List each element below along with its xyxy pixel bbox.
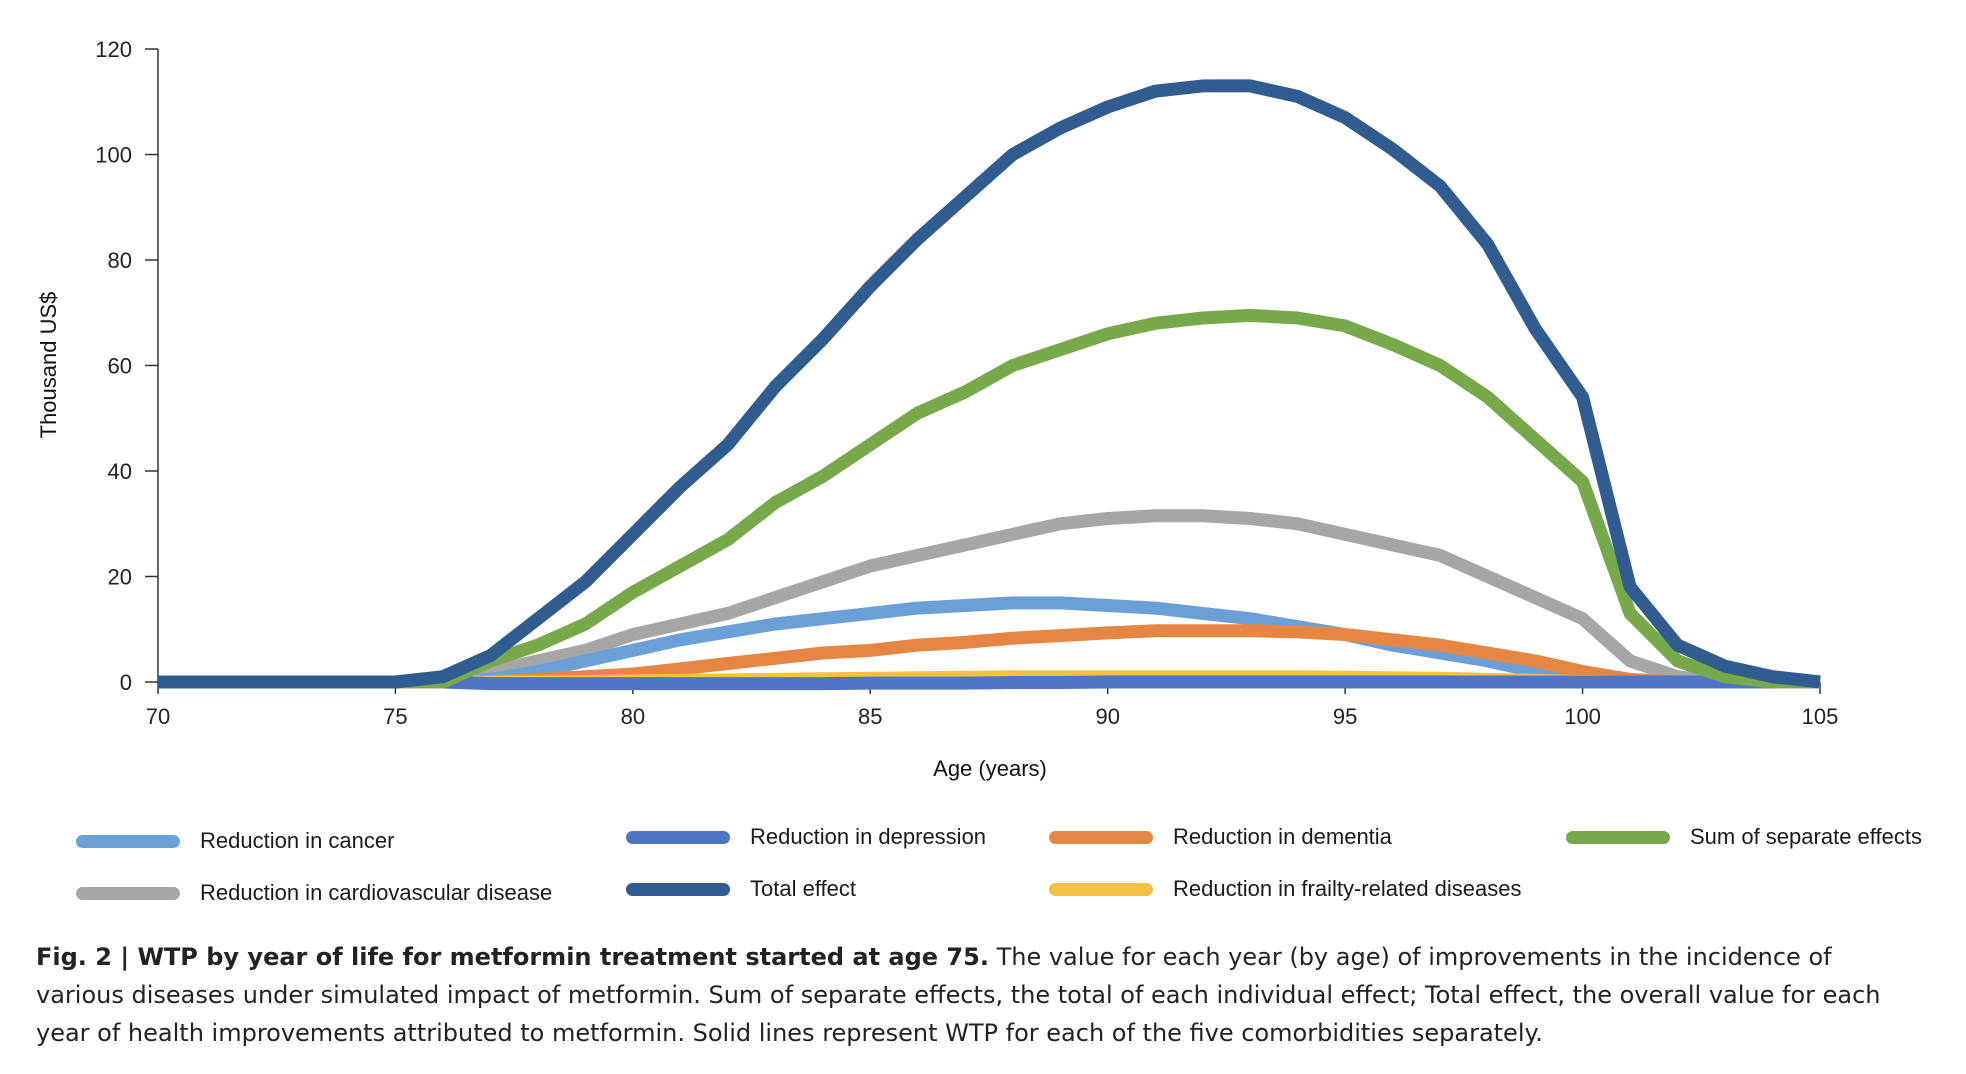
series-line-total-effect (158, 79, 1821, 689)
x-tick-label: 105 (1802, 704, 1839, 729)
x-tick-label: 70 (146, 704, 170, 729)
x-axis-title: Age (years) (933, 756, 1047, 781)
series-layer (158, 79, 1821, 691)
y-tick-label: 60 (108, 354, 132, 379)
y-tick-label: 80 (108, 248, 132, 273)
x-tick-label: 85 (858, 704, 882, 729)
caption-body: The value for each year (by age) of impr… (36, 943, 1881, 1047)
figure-caption: Fig. 2 | WTP by year of life for metform… (36, 938, 1916, 1052)
line-chart: 0 20 40 60 80 100 120 70 75 80 85 90 95 100 105 Thousa… (36, 37, 1839, 781)
y-tick-label: 120 (95, 37, 132, 62)
x-tick-label: 100 (1564, 704, 1601, 729)
caption-title: Fig. 2 | WTP by year of life for metform… (36, 943, 989, 971)
x-tick-label: 80 (621, 704, 645, 729)
y-axis-title: Thousand US$ (36, 292, 61, 439)
y-tick-label: 40 (108, 459, 132, 484)
y-tick-label: 100 (95, 143, 132, 168)
y-tick-label: 20 (108, 565, 132, 590)
x-tick-label: 95 (1333, 704, 1357, 729)
x-tick-label: 75 (383, 704, 407, 729)
y-tick-label: 0 (120, 670, 132, 695)
x-tick-label: 90 (1095, 704, 1119, 729)
